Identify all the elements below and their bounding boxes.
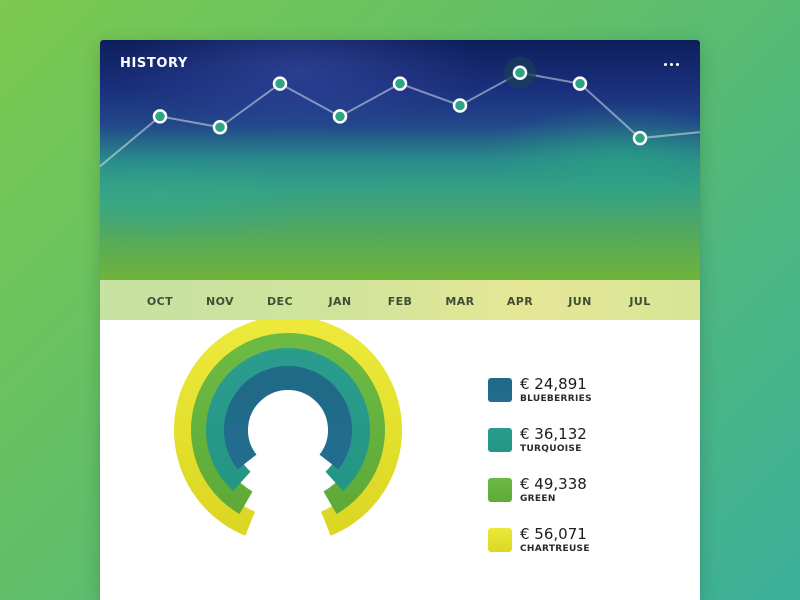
ring-turquoise[interactable] (206, 348, 370, 491)
legend-swatch (488, 428, 512, 452)
summary-panel: € 24,891 BLUEBERRIES € 36,132 TURQUOISE … (100, 320, 700, 600)
month-label-oct[interactable]: OCT (146, 295, 174, 308)
month-label-feb[interactable]: FEB (387, 295, 413, 308)
month-label-dec[interactable]: DEC (267, 295, 293, 308)
data-point-nov[interactable] (212, 120, 228, 135)
month-label-jun[interactable]: JUN (568, 295, 592, 308)
legend-value: € 49,338 (520, 475, 587, 493)
history-title: HISTORY (120, 56, 188, 71)
more-horizontal-icon (675, 62, 679, 66)
more-horizontal-icon (669, 62, 673, 66)
concentric-ring-chart (174, 320, 402, 536)
legend-value: € 36,132 (520, 425, 587, 443)
data-point-oct[interactable] (152, 109, 168, 124)
history-card: HISTORY OCT NOV DEC JAN FEB MAR APR JUN … (100, 40, 700, 600)
data-point-mar[interactable] (452, 98, 468, 113)
history-line-chart (100, 56, 700, 168)
history-chart-panel: HISTORY (100, 40, 700, 280)
ring-chartreuse[interactable] (174, 320, 402, 536)
legend-label: TURQUOISE (520, 444, 582, 454)
month-label-nov[interactable]: NOV (206, 295, 234, 308)
legend-swatch (488, 478, 512, 502)
data-point-jan[interactable] (332, 109, 348, 124)
more-options-button[interactable] (660, 54, 682, 74)
month-label-jul[interactable]: JUL (629, 295, 651, 308)
legend-swatch (488, 528, 512, 552)
month-label-mar[interactable]: MAR (445, 295, 475, 308)
data-point-jul[interactable] (632, 130, 648, 146)
legend-swatch (488, 378, 512, 402)
legend-value: € 24,891 (520, 375, 587, 393)
data-point-dec[interactable] (272, 76, 288, 91)
ring-green[interactable] (191, 333, 385, 514)
month-label-jan[interactable]: JAN (328, 295, 352, 308)
legend-label: CHARTREUSE (520, 544, 590, 554)
more-horizontal-icon (663, 62, 667, 66)
legend-label: GREEN (520, 494, 556, 504)
month-label-apr[interactable]: APR (506, 295, 534, 308)
legend-value: € 56,071 (520, 525, 587, 543)
month-axis: OCT NOV DEC JAN FEB MAR APR JUN JUL (100, 280, 700, 320)
legend-label: BLUEBERRIES (520, 394, 592, 404)
ring-blueberries[interactable] (224, 366, 352, 470)
data-point-jun[interactable] (572, 76, 588, 91)
data-point-apr[interactable] (512, 65, 528, 80)
data-point-feb[interactable] (392, 76, 408, 91)
